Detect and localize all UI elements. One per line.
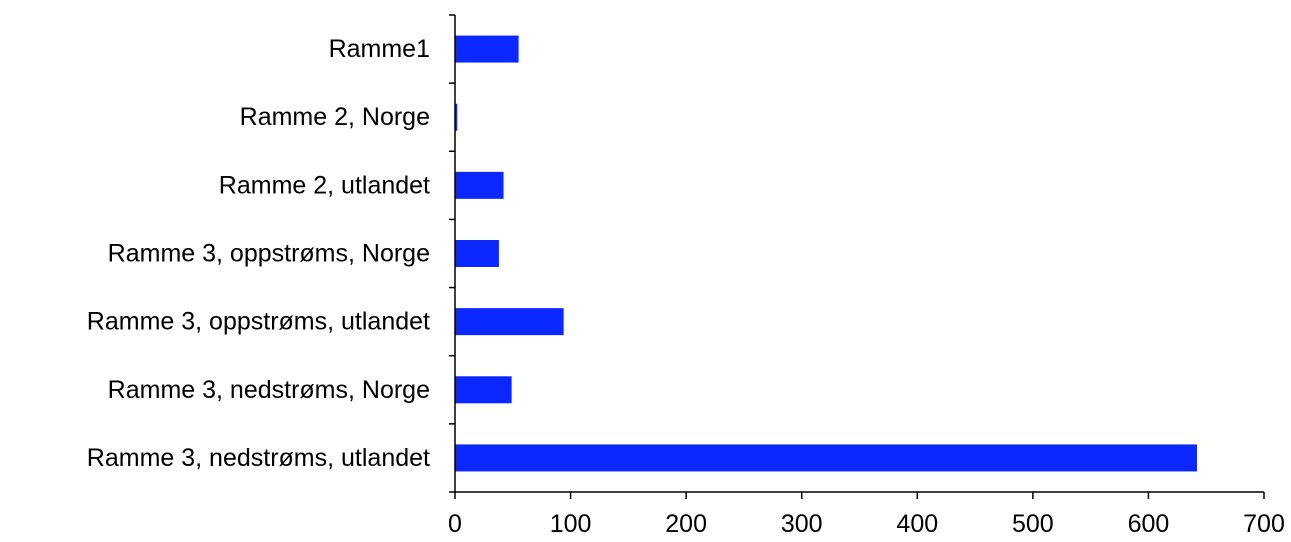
x-tick-label: 300 — [781, 510, 823, 538]
x-tick-label: 600 — [1128, 510, 1170, 538]
category-labels: Ramme1 Ramme 2, Norge Ramme 2, utlandet Ram… — [87, 35, 430, 472]
bar — [455, 35, 519, 63]
x-tick-label: 200 — [665, 510, 707, 538]
bar — [455, 444, 1197, 472]
x-axis-ticks: 0 100 200 300 400 500 600 700 — [448, 492, 1285, 538]
bars-group — [455, 35, 1197, 472]
x-tick-label: 400 — [896, 510, 938, 538]
x-tick-label: 500 — [1012, 510, 1054, 538]
bar — [455, 171, 504, 199]
bar — [455, 103, 458, 131]
y-axis-ticks — [449, 14, 455, 493]
category-label: Ramme 2, Norge — [240, 103, 430, 131]
x-tick-label: 0 — [448, 510, 462, 538]
category-label: Ramme 3, oppstrøms, utlandet — [87, 308, 430, 336]
bar — [455, 376, 512, 404]
category-label: Ramme 3, nedstrøms, utlandet — [87, 444, 430, 472]
category-label: Ramme 2, utlandet — [219, 171, 430, 199]
bar — [455, 240, 499, 267]
category-label: Ramme 3, nedstrøms, Norge — [108, 376, 430, 404]
category-label: Ramme1 — [329, 35, 430, 63]
x-tick-label: 700 — [1243, 510, 1285, 538]
category-label: Ramme 3, oppstrøms, Norge — [108, 240, 430, 268]
bar — [455, 308, 564, 336]
x-tick-label: 100 — [550, 510, 592, 538]
